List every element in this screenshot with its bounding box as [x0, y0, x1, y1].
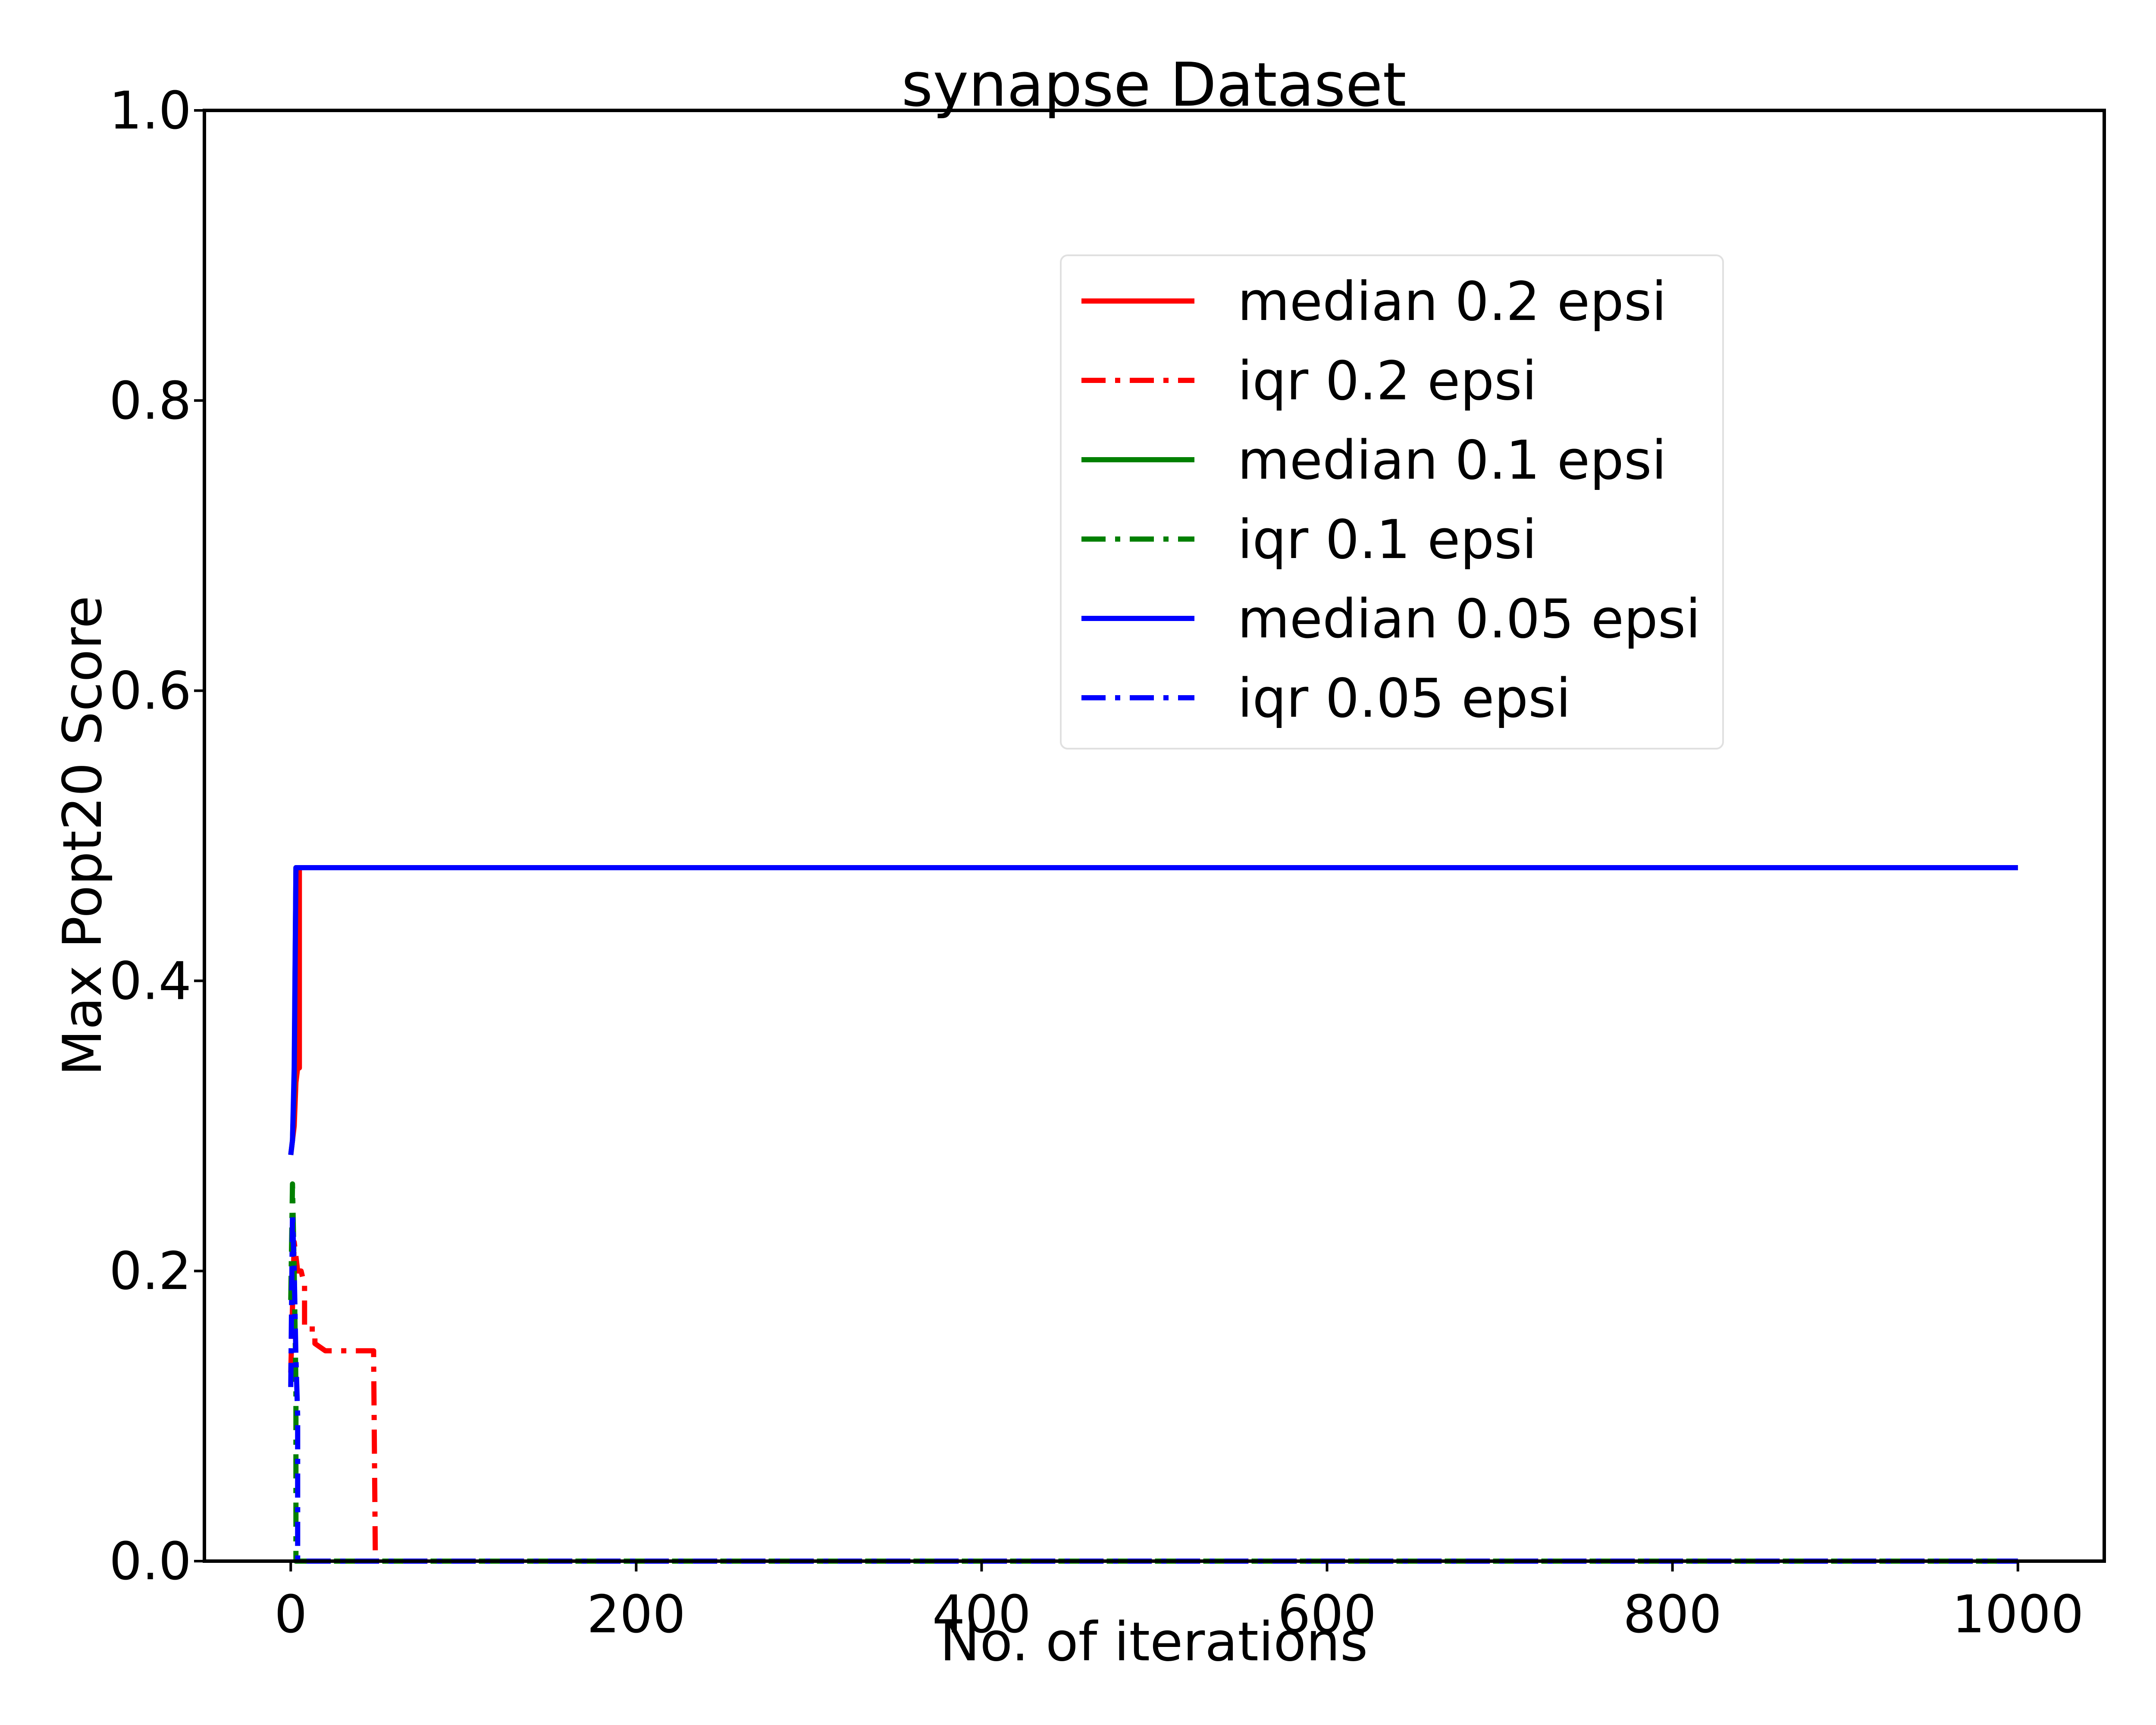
- y-axis-ticks: 0.0 0.2 0.4 0.6 0.8 1.0: [109, 81, 204, 1592]
- series-line-5: [288, 865, 2018, 1155]
- y-axis-label: Max Popt20 Score: [52, 596, 114, 1076]
- y-tick-label: 0.6: [109, 662, 191, 721]
- x-tick-label: 200: [587, 1585, 686, 1645]
- legend-box: [1060, 254, 1724, 750]
- x-tick-label: 1000: [1952, 1585, 2084, 1645]
- chart-title: synapse Dataset: [902, 50, 1407, 120]
- x-tick-label: 400: [932, 1585, 1031, 1645]
- x-tick-label: 0: [274, 1585, 307, 1645]
- x-tick-label: 800: [1623, 1585, 1722, 1645]
- y-tick-label: 0.8: [109, 371, 191, 431]
- legend: median 0.2 epsi iqr 0.2 epsi median 0.1 ep…: [1060, 254, 1724, 750]
- x-axis-label: No. of iterations: [940, 1611, 1368, 1673]
- legend-label-3: median 0.1 epsi: [1238, 430, 1667, 492]
- y-tick-label: 0.2: [109, 1242, 191, 1302]
- x-tick-label: 600: [1278, 1585, 1376, 1645]
- legend-label-1: median 0.2 epsi: [1238, 271, 1667, 333]
- legend-label-5: median 0.05 epsi: [1238, 588, 1701, 650]
- legend-label-2: iqr 0.2 epsi: [1238, 350, 1537, 412]
- y-tick-label: 0.4: [109, 951, 191, 1011]
- legend-label-6: iqr 0.05 epsi: [1238, 668, 1571, 730]
- y-tick-label: 1.0: [109, 81, 191, 141]
- legend-label-4: iqr 0.1 epsi: [1238, 509, 1537, 571]
- y-tick-label: 0.0: [109, 1532, 191, 1592]
- plot-frame: [203, 109, 2106, 1563]
- series-line-2: [288, 1239, 2018, 1564]
- x-axis-ticks: 0 200 400 600 800 1000: [274, 1561, 2084, 1645]
